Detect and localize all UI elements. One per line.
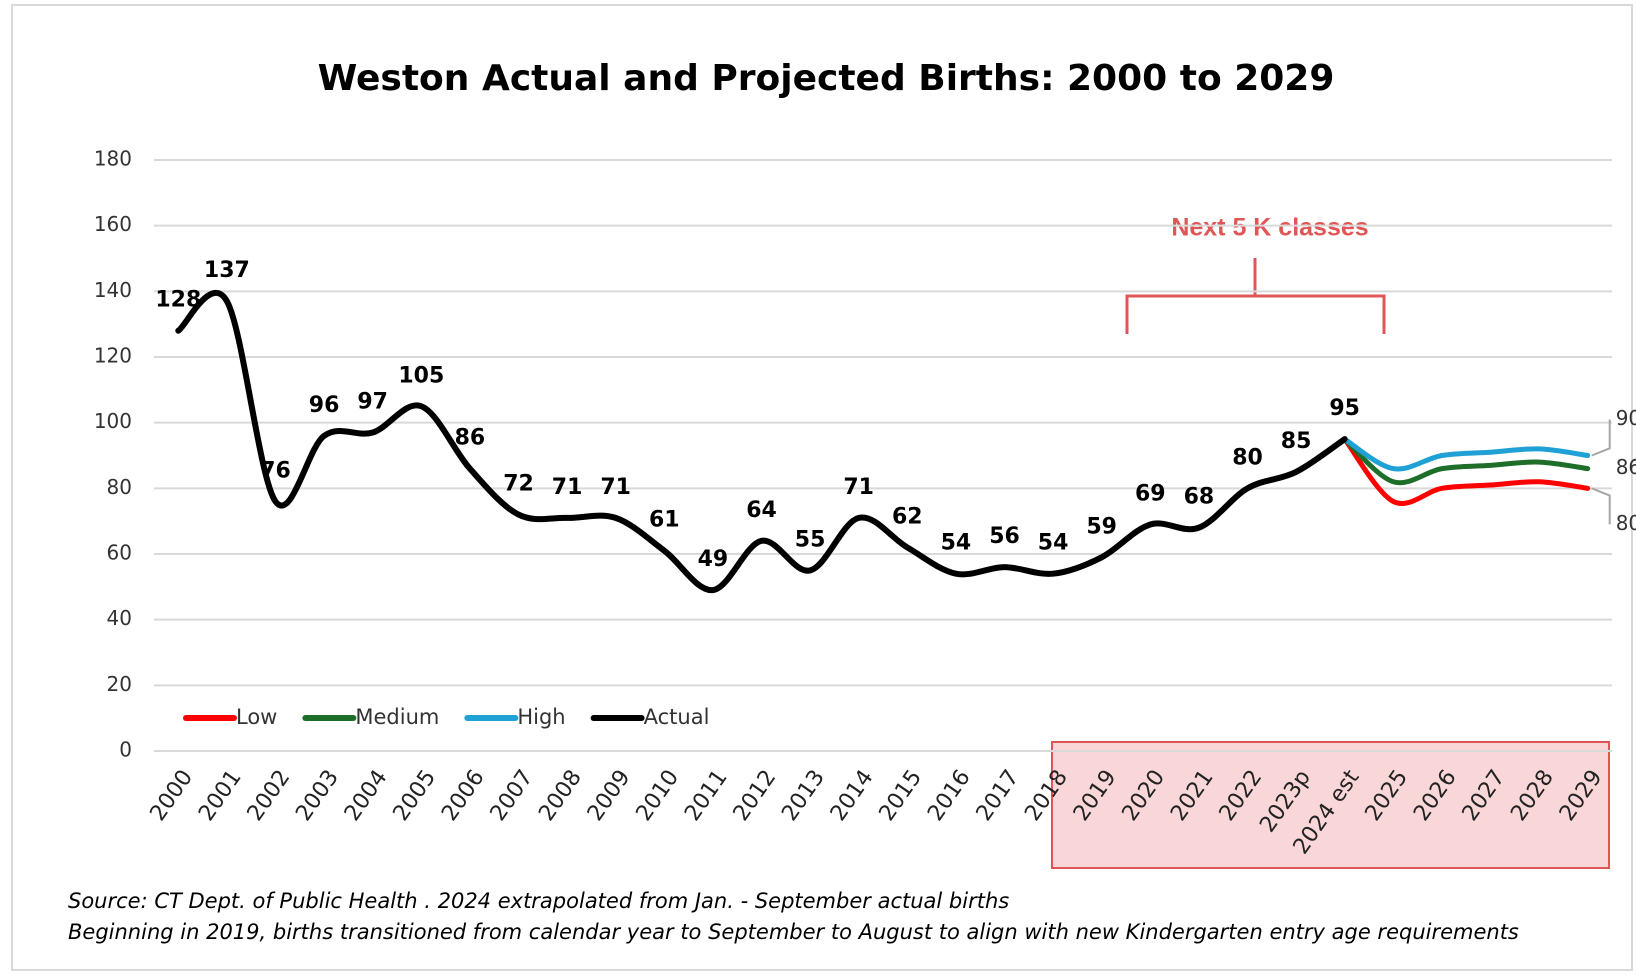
y-tick-label: 40 — [107, 606, 132, 630]
y-tick-label: 140 — [94, 278, 132, 302]
data-label: 56 — [989, 524, 1020, 549]
data-label: 69 — [1135, 481, 1166, 506]
data-label: 71 — [843, 475, 874, 500]
end-label: 90 — [1616, 406, 1636, 430]
legend-label: High — [517, 705, 565, 729]
data-label: 71 — [600, 475, 631, 500]
data-label: 62 — [892, 504, 923, 529]
data-label: 49 — [698, 547, 729, 572]
series-line — [1342, 436, 1591, 472]
legend-label: Actual — [644, 705, 710, 729]
data-label: 80 — [1232, 445, 1263, 470]
data-label: 64 — [746, 498, 777, 523]
data-label: 85 — [1281, 429, 1312, 454]
leader-line — [1591, 419, 1611, 457]
data-label: 55 — [795, 527, 826, 552]
data-label: 72 — [503, 472, 534, 497]
leader-line — [1591, 487, 1611, 525]
data-label: 54 — [941, 531, 972, 556]
source-note: Beginning in 2019, births transitioned f… — [68, 920, 1519, 944]
data-label: 95 — [1329, 396, 1360, 421]
y-tick-label: 120 — [94, 344, 132, 368]
data-label: 61 — [649, 508, 680, 533]
data-label: 76 — [260, 458, 291, 483]
y-tick-label: 160 — [94, 212, 132, 236]
legend-label: Low — [236, 705, 277, 729]
data-label: 105 — [398, 363, 444, 388]
data-label: 68 — [1184, 485, 1215, 510]
y-tick-label: 180 — [94, 147, 132, 171]
series-line — [175, 289, 1348, 594]
data-label: 71 — [552, 475, 583, 500]
data-label: 59 — [1086, 514, 1117, 539]
source-note: Source: CT Dept. of Public Health . 2024… — [68, 889, 1009, 913]
data-label: 54 — [1038, 531, 1069, 556]
series-line — [1342, 436, 1591, 486]
y-tick-label: 20 — [107, 672, 132, 696]
annotation: Next 5 K classes — [1171, 214, 1368, 242]
bracket — [1125, 258, 1386, 334]
y-tick-label: 80 — [107, 475, 132, 499]
data-label: 137 — [204, 258, 250, 283]
data-label: 97 — [357, 390, 388, 415]
data-label: 86 — [455, 426, 486, 451]
end-label: 86 — [1616, 455, 1636, 479]
y-tick-label: 0 — [119, 738, 132, 762]
end-label: 80 — [1616, 511, 1636, 535]
legend-label: Medium — [355, 705, 439, 729]
y-tick-label: 60 — [107, 541, 132, 565]
highlight-box — [1051, 741, 1610, 869]
y-tick-label: 100 — [94, 409, 132, 433]
data-label: 96 — [309, 393, 340, 418]
data-label: 128 — [155, 288, 201, 313]
series-line — [1342, 436, 1591, 506]
chart-title: Weston Actual and Projected Births: 2000… — [318, 58, 1335, 99]
